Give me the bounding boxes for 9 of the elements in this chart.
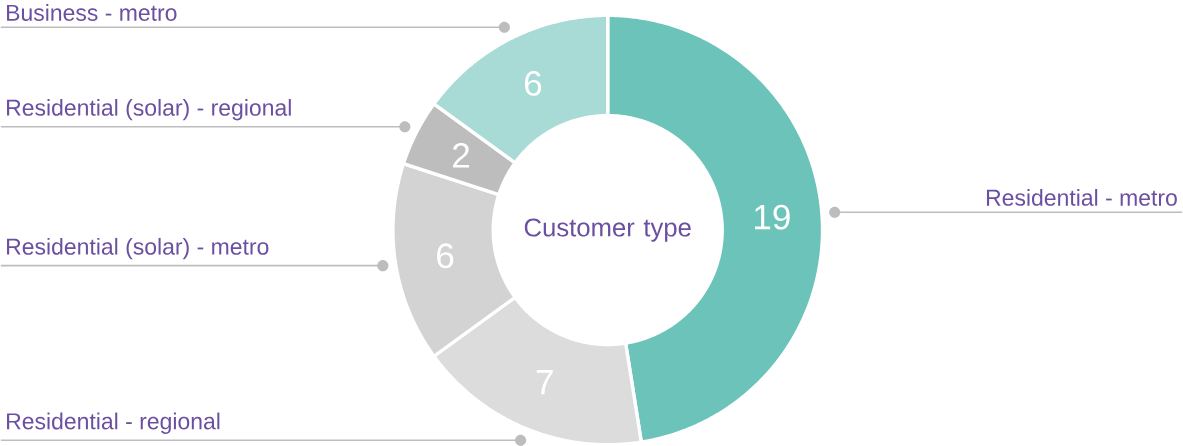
data-label: 2 — [453, 142, 470, 168]
slice-label: Business - metro — [7, 3, 177, 21]
data-label: 19 — [754, 204, 790, 230]
slice-label: Residential - metro — [986, 188, 1177, 206]
text: Customer type — [524, 218, 691, 242]
slice-label: Residential (solar) - metro — [7, 237, 269, 260]
slice-label: Residential - regional — [7, 412, 220, 434]
data-label: 6 — [524, 70, 542, 96]
slice-label: Residential (solar) - regional — [7, 98, 291, 121]
